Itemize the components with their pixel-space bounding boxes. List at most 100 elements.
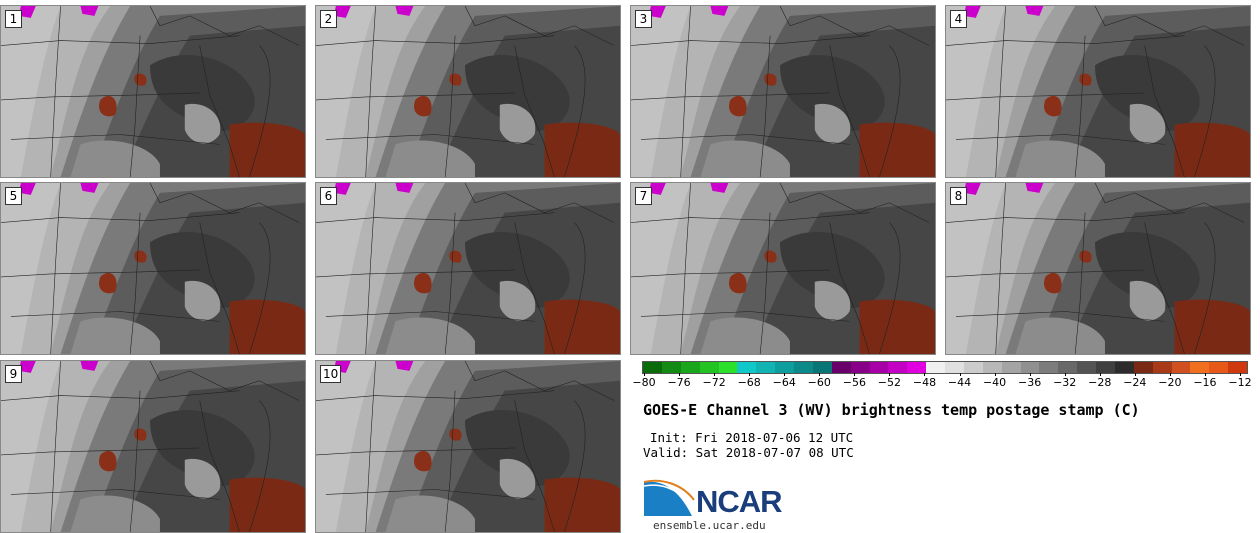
colorbar-tick-label: −52 [877,376,902,389]
panel-number: 1 [5,10,22,28]
colorbar-tick-mark [714,373,716,376]
colorbar-tick-mark [1240,373,1241,376]
colorbar-segment [945,362,964,373]
panel-number: 10 [320,365,342,383]
postage-stamp-panel: 1 [0,5,306,178]
wv-field-map [1,183,305,354]
colorbar-segment [869,362,889,373]
colorbar-tick-mark [819,373,821,376]
panel-number: 2 [320,10,337,28]
panel-number: 9 [5,365,22,383]
colorbar-segment [1171,362,1191,373]
colorbar-tick-label: −40 [982,376,1007,389]
colorbar-tick-mark [924,373,926,376]
colorbar-segment [699,362,719,373]
colorbar-segment [831,362,851,373]
panel-number: 8 [950,187,967,205]
wv-field-map [946,6,1250,177]
colorbar-tick-label: −72 [702,376,726,389]
colorbar-tick-label: −32 [1053,376,1077,389]
page-title: GOES-E Channel 3 (WV) brightness temp po… [643,401,1140,419]
colorbar-tick-mark [994,373,996,376]
wv-field-map [316,361,620,532]
colorbar-segment [1152,362,1172,373]
colorbar-segment [643,362,662,373]
colorbar [642,361,1248,374]
colorbar-ticks: −80 −76 −72 −68 −64 −60 −56 −52 −48 −44 −40 −36 −32−… [632,373,1252,396]
colorbar-segment [794,362,813,373]
panel-number: 6 [320,187,337,205]
wv-field-map [316,183,620,354]
postage-stamp-panel: 8 [945,182,1251,355]
wv-field-map [1,361,305,532]
colorbar-tick-mark [1029,373,1031,376]
colorbar-segment [1058,362,1078,373]
postage-stamp-panel: 2 [315,5,621,178]
panel-number: 5 [5,187,22,205]
colorbar-tick-label: −48 [912,376,937,389]
colorbar-segment [1001,362,1021,373]
colorbar-segment [1209,362,1229,373]
postage-stamp-panel: 10 [315,360,621,533]
wv-field-map [631,183,935,354]
wv-field-map [1,6,305,177]
colorbar-segment [718,362,738,373]
colorbar-segment [737,362,757,373]
colorbar-tick-label: −28 [1088,376,1112,389]
colorbar-tick-label: −20 [1158,376,1182,389]
colorbar-segment [982,362,1002,373]
panel-number: 4 [950,10,967,28]
colorbar-tick-mark [1134,373,1136,376]
colorbar-tick-label: −24 [1123,376,1147,389]
site-url: ensemble.ucar.edu [653,519,766,532]
colorbar-tick-mark [784,373,786,376]
colorbar-tick-label: −16 [1193,376,1217,389]
colorbar-segment [1133,362,1153,373]
colorbar-tick-label: −80 [632,376,656,389]
wv-field-map [316,6,620,177]
valid-time: Valid: Sat 2018-07-07 08 UTC [643,445,854,460]
colorbar-segment [775,362,794,373]
colorbar-tick-label: −76 [667,376,691,389]
colorbar-tick-mark [959,373,961,376]
colorbar-segment [1114,362,1134,373]
colorbar-tick-mark [854,373,856,376]
colorbar-tick-mark [644,373,645,376]
postage-stamp-panel: 6 [315,182,621,355]
colorbar-tick-label: −64 [772,376,796,389]
colorbar-tick-mark [749,373,751,376]
colorbar-segment [680,362,700,373]
colorbar-tick-mark [1169,373,1171,376]
colorbar-segment [1039,362,1059,373]
panel-number: 3 [635,10,652,28]
colorbar-segment [1228,362,1247,373]
postage-stamp-panel: 9 [0,360,306,533]
postage-stamp-panel: 7 [630,182,936,355]
colorbar-segment [926,362,945,373]
colorbar-tick-mark [1064,373,1066,376]
colorbar-tick-label: −36 [1018,376,1042,389]
colorbar-segment [1077,362,1096,373]
colorbar-segment [1020,362,1040,373]
postage-stamp-panel: 4 [945,5,1251,178]
colorbar-segment [812,362,832,373]
colorbar-segment [756,362,776,373]
colorbar-tick-mark [1099,373,1101,376]
wv-field-map [631,6,935,177]
panel-number: 7 [635,187,652,205]
colorbar-tick-label: −12 [1228,376,1252,389]
colorbar-segment [1096,362,1115,373]
postage-stamp-panel: 3 [630,5,936,178]
colorbar-segment [907,362,927,373]
colorbar-segment [850,362,870,373]
colorbar-tick-mark [679,373,681,376]
colorbar-tick-label: −44 [947,376,972,389]
ncar-logo-text: NCAR [696,484,783,519]
colorbar-segment [963,362,983,373]
colorbar-segment [661,362,681,373]
colorbar-tick-mark [889,373,891,376]
init-time: Init: Fri 2018-07-06 12 UTC [650,430,854,445]
colorbar-segment [888,362,908,373]
wv-field-map [946,183,1250,354]
colorbar-tick-label: −68 [737,376,761,389]
